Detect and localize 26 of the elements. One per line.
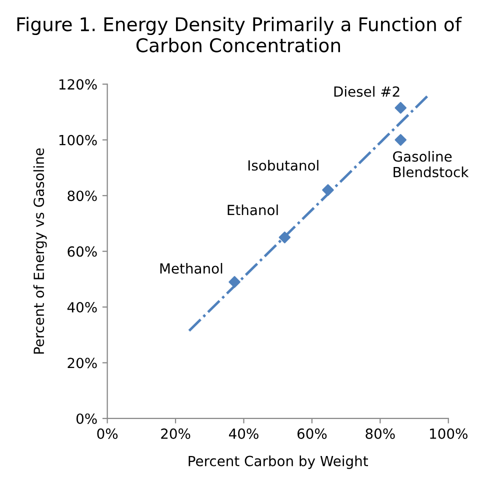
y-tick-label: 40% — [67, 302, 97, 313]
y-axis-title: Percent of Energy vs Gasoline — [33, 148, 47, 354]
x-tick-label: 0% — [97, 428, 118, 439]
y-tick-label: 20% — [68, 358, 97, 368]
y-tick-label: 100% — [59, 134, 97, 146]
point — [278, 232, 291, 244]
y-tick-label: 60% — [68, 246, 97, 257]
y-tick-label: 0% — [76, 413, 97, 424]
point — [228, 276, 240, 288]
annotation: Methanol — [160, 262, 222, 274]
annotation: Ethanol — [228, 204, 278, 216]
x-tick-label: 20% — [161, 428, 190, 439]
annotation: Isobutanol — [248, 160, 318, 171]
x-axis-title: Percent Carbon by Weight — [188, 456, 368, 469]
annotation: Gasoline Blendstock — [393, 151, 469, 178]
x-tick-label: 40% — [228, 428, 258, 439]
point — [394, 134, 407, 146]
annotation: Diesel #2 — [334, 86, 400, 97]
x-tick-label: 100% — [430, 428, 468, 439]
x-tick-label: 60% — [297, 428, 327, 439]
y-tick-label: 80% — [68, 190, 97, 202]
point — [322, 184, 334, 196]
chart-title: Figure 1. Energy Density Primarily a Function of Carbon Concentration — [17, 16, 462, 52]
x-tick-label: 80% — [366, 428, 395, 439]
y-tick-label: 120% — [59, 79, 97, 90]
point — [394, 102, 407, 114]
